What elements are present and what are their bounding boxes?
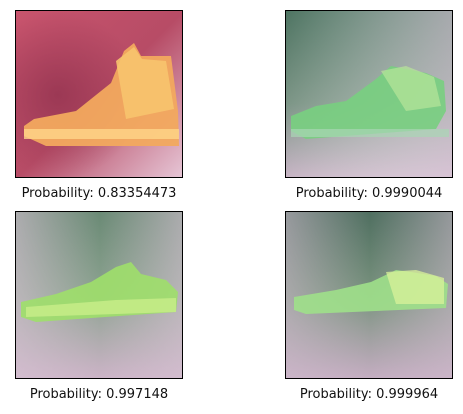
heatmap-panel-4	[285, 211, 453, 379]
heatmap-panel-2	[285, 10, 453, 178]
probability-label-4: Probability: 0.999964	[299, 387, 439, 402]
probability-label-3: Probability: 0.997148	[29, 387, 169, 402]
heatmap-panel-1	[15, 10, 183, 178]
probability-label-2: Probability: 0.9990044	[295, 186, 443, 201]
probability-label-1: Probability: 0.83354473	[21, 186, 177, 201]
heatmap-panel-3	[15, 211, 183, 379]
